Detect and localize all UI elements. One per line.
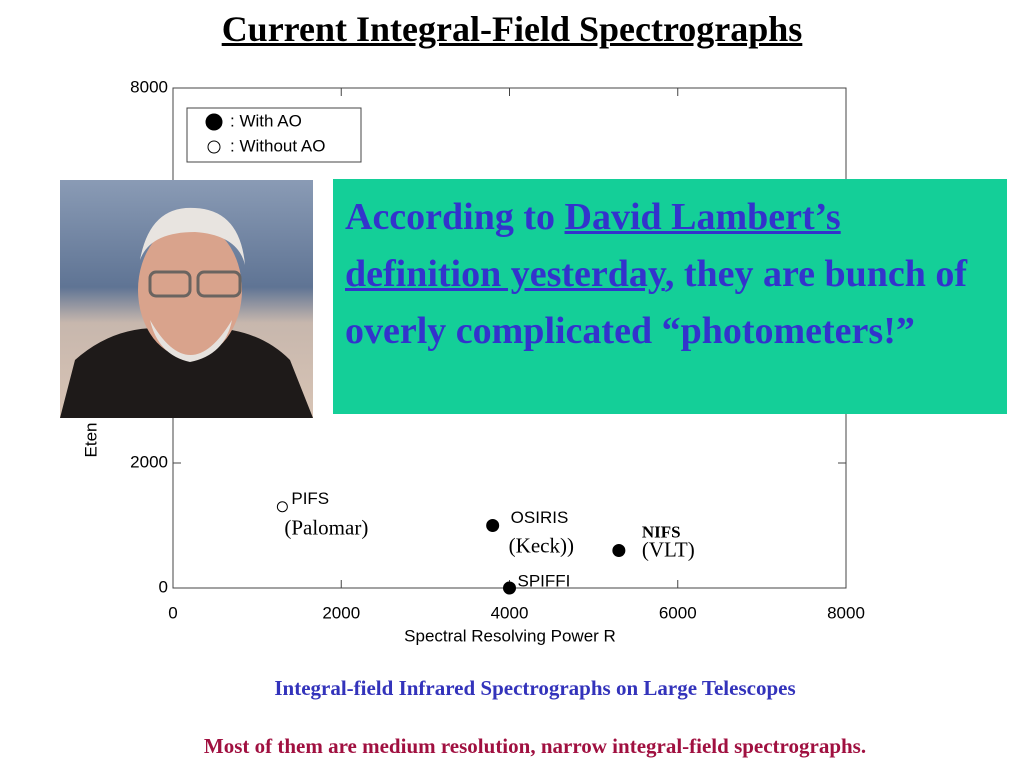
note: Most of them are medium resolution, narr… xyxy=(203,734,867,758)
data-point xyxy=(612,544,626,557)
x-tick-label: 8000 xyxy=(827,603,865,622)
point-label: NIFS xyxy=(642,522,681,541)
point-sublabel: (VLT) xyxy=(642,537,695,561)
y-tick-label: 0 xyxy=(159,577,168,596)
caption: Integral-field Infrared Spectrographs on… xyxy=(274,676,796,700)
callout-lead: According to xyxy=(345,196,565,238)
data-point xyxy=(503,581,516,595)
y-axis-label: Eten xyxy=(81,423,100,458)
data-point xyxy=(486,519,500,532)
legend-label: : With AO xyxy=(230,111,302,130)
legend-marker xyxy=(207,140,221,154)
x-axis-label: Spectral Resolving Power R xyxy=(404,626,616,645)
callout-link: David Lambert’s definition yesterday xyxy=(345,196,841,295)
x-tick-label: 6000 xyxy=(659,603,697,622)
callout-box: According to David Lambert’s definition … xyxy=(333,179,1007,414)
callout-rest: , they are bunch of overly complicated “… xyxy=(345,253,968,352)
point-label: OSIRIS xyxy=(511,508,569,527)
y-tick-label: 6000 xyxy=(130,202,168,221)
y-tick-label: 8000 xyxy=(130,77,168,96)
x-tick-label: 2000 xyxy=(322,603,360,622)
legend-marker xyxy=(205,113,223,131)
y-tick-label: 4000 xyxy=(130,327,168,346)
slide-title: Current Integral-Field Spectrographs xyxy=(221,9,803,49)
point-sublabel: (Palomar) xyxy=(284,516,368,540)
x-tick-label: 0 xyxy=(168,603,177,622)
x-tick-label: 4000 xyxy=(491,603,529,622)
point-label: SPIFFI xyxy=(518,571,571,590)
point-sublabel: (Keck)) xyxy=(509,533,574,557)
legend-label: : Without AO xyxy=(230,136,325,155)
data-point xyxy=(276,501,288,513)
point-label: PIFS xyxy=(291,489,329,508)
y-tick-label: 2000 xyxy=(130,452,168,471)
